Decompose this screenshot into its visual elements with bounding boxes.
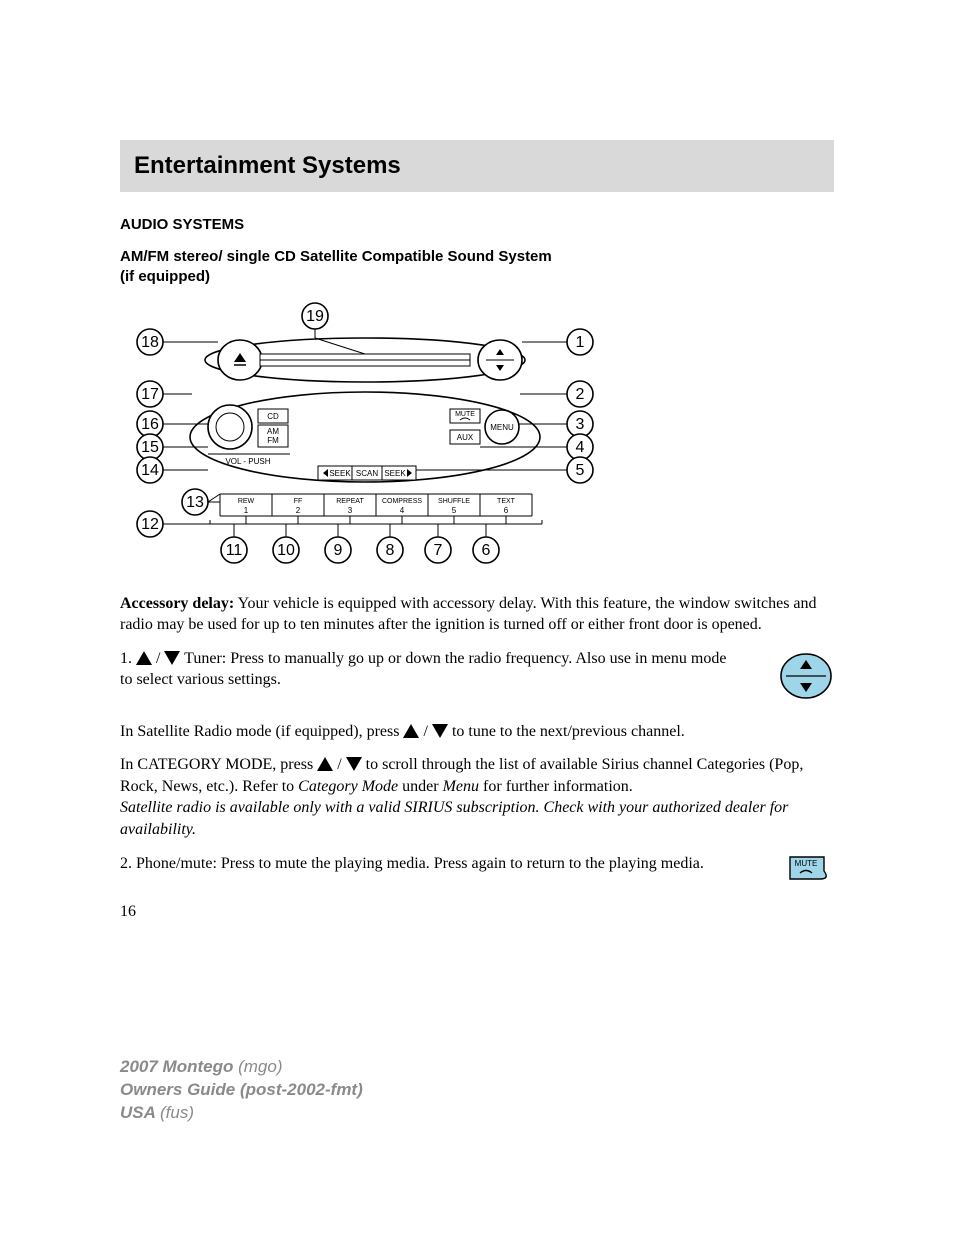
page-title: Entertainment Systems <box>134 152 820 180</box>
svg-text:19: 19 <box>306 308 324 325</box>
svg-text:7: 7 <box>434 542 443 559</box>
page-number: 16 <box>120 903 834 921</box>
svg-text:5: 5 <box>452 506 457 515</box>
section-heading: AUDIO SYSTEMS <box>120 216 834 233</box>
accessory-delay-text: Accessory delay: Your vehicle is equippe… <box>120 593 834 636</box>
tuner-pre: 1. <box>120 650 136 667</box>
svg-text:4: 4 <box>400 506 405 515</box>
svg-text:4: 4 <box>576 439 585 456</box>
svg-text:2: 2 <box>296 506 301 515</box>
tuner-knob-svg <box>778 648 834 704</box>
svg-text:REPEAT: REPEAT <box>336 498 364 505</box>
mute-button-icon: MUTE <box>786 853 834 883</box>
svg-text:16: 16 <box>141 416 159 433</box>
sat-pre: In Satellite Radio mode (if equipped), p… <box>120 723 403 740</box>
footer-model-bold: 2007 Montego <box>120 1057 238 1076</box>
category-mode-text: In CATEGORY MODE, press / to scroll thro… <box>120 754 834 840</box>
svg-text:FM: FM <box>267 436 279 445</box>
cat-pre: In CATEGORY MODE, press <box>120 756 317 773</box>
sat-sep: / <box>419 723 431 740</box>
svg-text:SEEK: SEEK <box>329 469 351 478</box>
svg-text:SHUFFLE: SHUFFLE <box>438 498 470 505</box>
tuner-bold: Tuner: <box>180 650 226 667</box>
tuner-sep: / <box>152 650 164 667</box>
svg-text:MENU: MENU <box>490 423 514 432</box>
section-header-bar: Entertainment Systems <box>120 140 834 192</box>
svg-text:COMPRESS: COMPRESS <box>382 498 422 505</box>
phone-bold: Phone/mute: <box>136 855 217 872</box>
triangle-down-icon <box>346 757 362 771</box>
svg-text:1: 1 <box>576 334 585 351</box>
footer: 2007 Montego (mgo) Owners Guide (post-20… <box>120 1056 363 1125</box>
svg-text:FF: FF <box>294 498 303 505</box>
svg-text:5: 5 <box>576 462 585 479</box>
svg-text:VOL - PUSH: VOL - PUSH <box>225 457 270 466</box>
sat-note: Satellite radio is available only with a… <box>120 799 788 838</box>
footer-model-ital: (mgo) <box>238 1057 282 1076</box>
cat-i1: Category Mode <box>298 778 398 795</box>
svg-text:17: 17 <box>141 386 159 403</box>
phone-body: Press to mute the playing media. Press a… <box>217 855 704 872</box>
svg-text:TEXT: TEXT <box>497 498 516 505</box>
section-subheading: AM/FM stereo/ single CD Satellite Compat… <box>120 247 834 288</box>
phone-pre: 2. <box>120 855 136 872</box>
svg-text:13: 13 <box>186 494 204 511</box>
phone-mute-text: 2. Phone/mute: Press to mute the playing… <box>120 853 746 883</box>
triangle-up-icon <box>403 724 419 738</box>
triangle-down-icon <box>432 724 448 738</box>
footer-usa-bold: USA <box>120 1103 160 1122</box>
svg-text:8: 8 <box>386 542 395 559</box>
radio-diagram: CD AMFM VOL - PUSH MUTE MENU AUX SEEK SCAN SEEK R… <box>120 302 834 575</box>
tuner-row: 1. / Tuner: Press to manually go up or d… <box>120 648 834 709</box>
cat-mid: under <box>398 778 442 795</box>
cat-end: for further information. <box>479 778 633 795</box>
svg-text:AUX: AUX <box>457 433 474 442</box>
satellite-mode-text: In Satellite Radio mode (if equipped), p… <box>120 721 834 743</box>
cat-sep: / <box>333 756 345 773</box>
svg-text:6: 6 <box>482 542 491 559</box>
cat-i2: Menu <box>443 778 479 795</box>
svg-text:9: 9 <box>334 542 343 559</box>
phone-mute-row: 2. Phone/mute: Press to mute the playing… <box>120 853 834 883</box>
footer-usa-ital: (fus) <box>160 1103 194 1122</box>
svg-text:18: 18 <box>141 334 159 351</box>
radio-svg: CD AMFM VOL - PUSH MUTE MENU AUX SEEK SCAN SEEK R… <box>120 302 610 570</box>
subhead-line2: (if equipped) <box>120 268 210 285</box>
svg-text:6: 6 <box>504 506 509 515</box>
tuner-text: 1. / Tuner: Press to manually go up or d… <box>120 648 738 709</box>
tuner-knob-icon <box>778 648 834 709</box>
svg-text:10: 10 <box>277 542 295 559</box>
acc-delay-bold: Accessory delay: <box>120 595 234 612</box>
svg-text:14: 14 <box>141 462 159 479</box>
svg-text:11: 11 <box>226 542 243 559</box>
triangle-up-icon <box>317 757 333 771</box>
svg-text:SEEK: SEEK <box>384 469 406 478</box>
svg-text:12: 12 <box>141 516 159 533</box>
svg-text:2: 2 <box>576 386 585 403</box>
svg-text:AM: AM <box>267 427 279 436</box>
svg-text:REW: REW <box>238 498 255 505</box>
svg-text:15: 15 <box>141 439 159 456</box>
sat-post: to tune to the next/previous channel. <box>448 723 685 740</box>
triangle-down-icon <box>164 651 180 665</box>
mute-svg: MUTE <box>786 853 834 883</box>
svg-text:3: 3 <box>348 506 353 515</box>
svg-text:3: 3 <box>576 416 585 433</box>
footer-line2: Owners Guide (post-2002-fmt) <box>120 1080 363 1099</box>
triangle-up-icon <box>136 651 152 665</box>
svg-text:SCAN: SCAN <box>356 469 378 478</box>
subhead-line1: AM/FM stereo/ single CD Satellite Compat… <box>120 248 552 265</box>
svg-text:CD: CD <box>267 412 279 421</box>
svg-text:MUTE: MUTE <box>795 859 818 868</box>
svg-text:1: 1 <box>244 506 249 515</box>
svg-text:MUTE: MUTE <box>455 411 475 418</box>
